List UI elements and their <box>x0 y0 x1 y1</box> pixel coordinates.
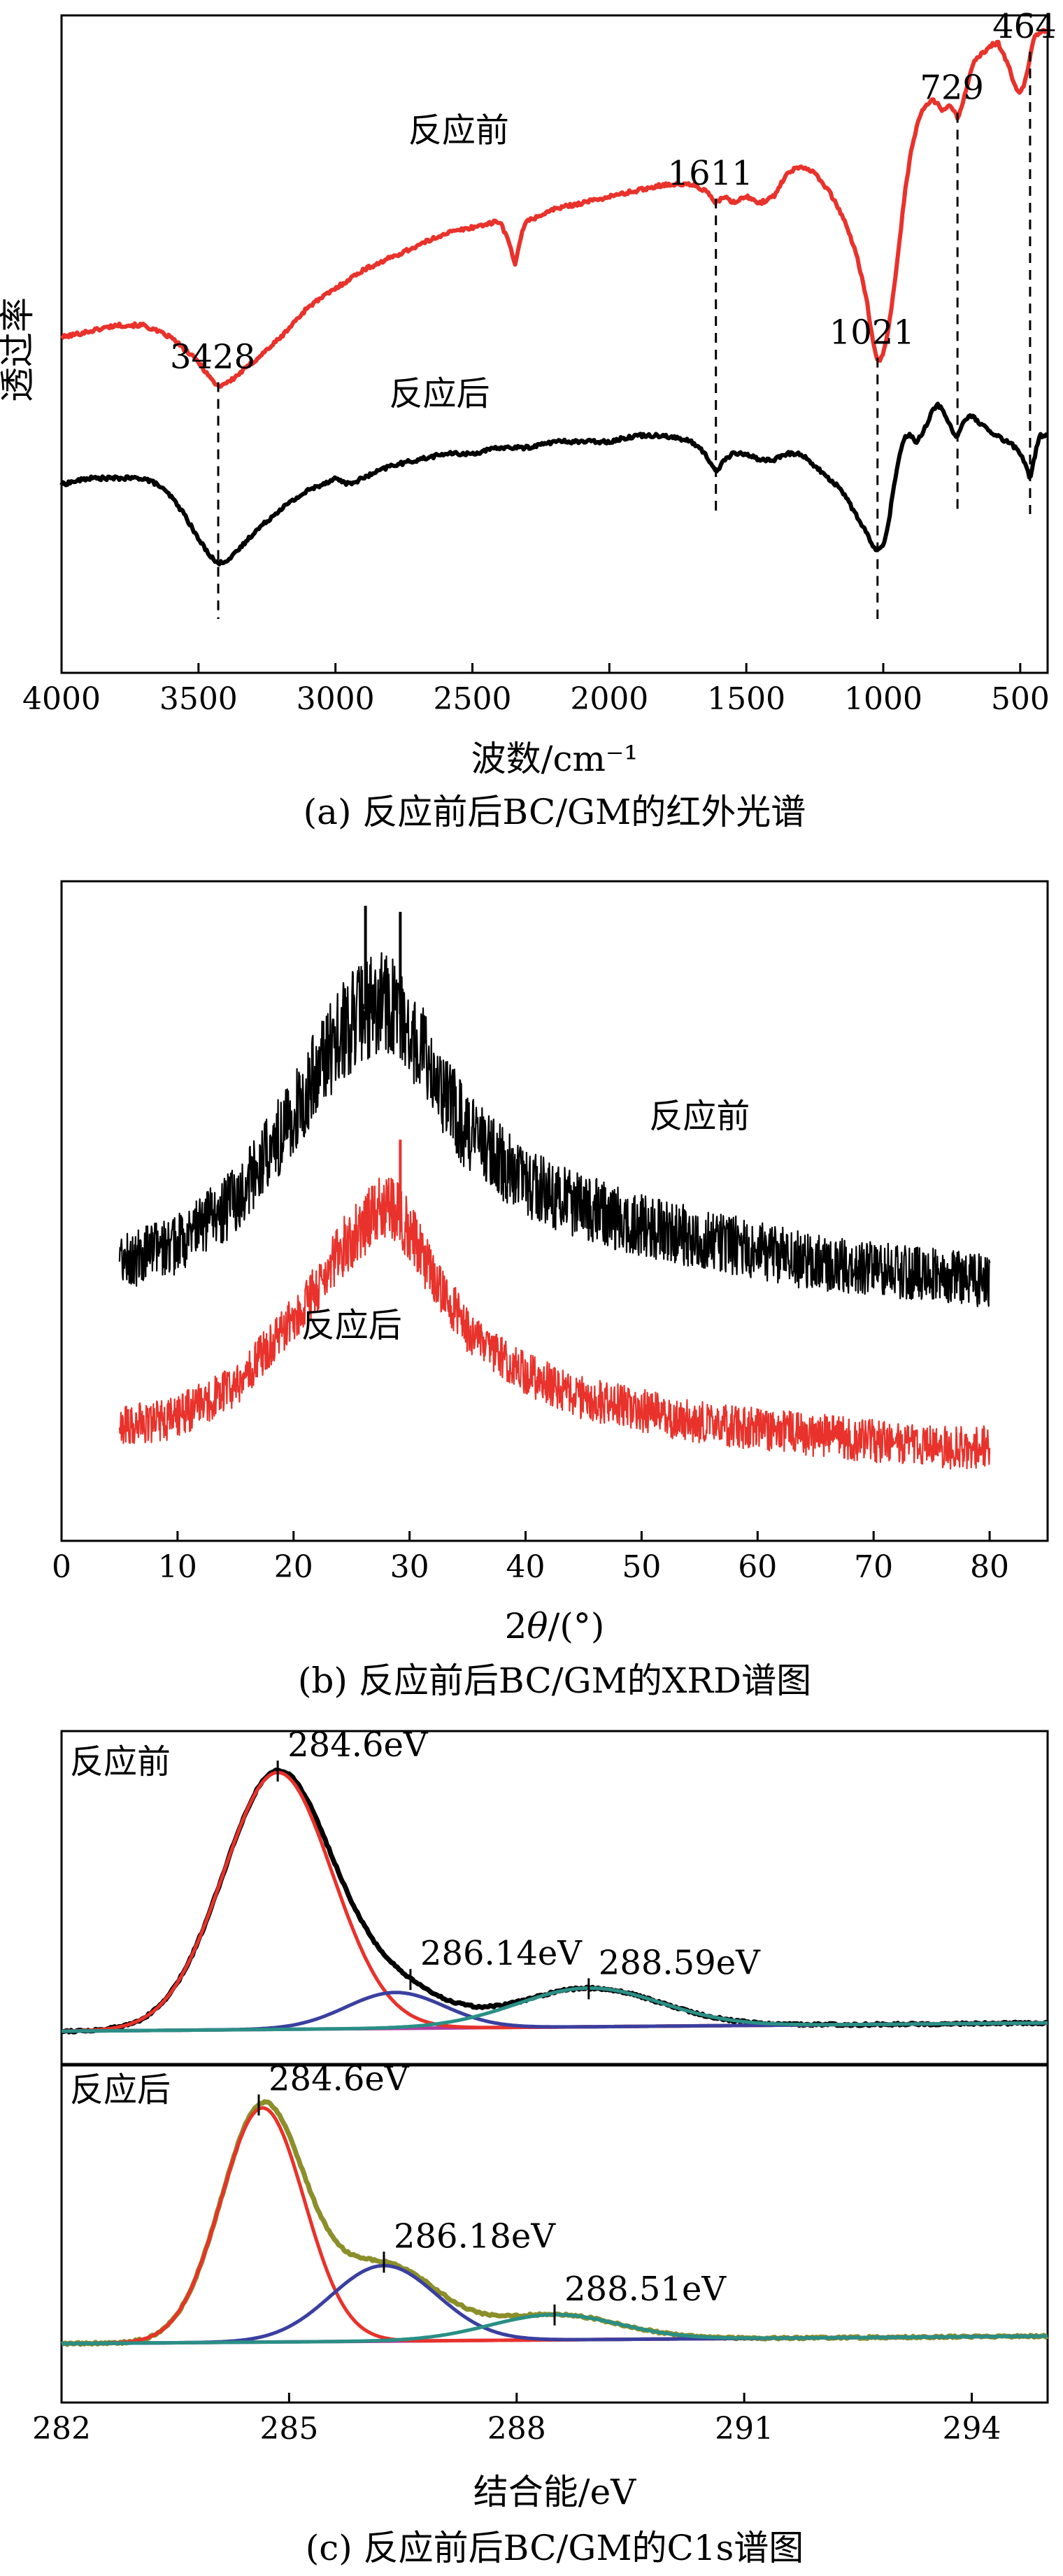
panel-a-frame <box>60 14 1049 674</box>
panel-c-xtick-label: 288 <box>487 2411 546 2447</box>
panel-c-xtick-label: 294 <box>943 2411 1001 2447</box>
xps-peak-label: 284.6eV <box>287 1725 429 1765</box>
panel-b-xlabel: 2θ/(°) <box>505 1606 605 1646</box>
ir-peak-label: 1611 <box>668 154 753 193</box>
panel-a-xtick-label: 3500 <box>159 681 238 717</box>
panel-a-ir-spectrum: 透过率 波数/cm⁻¹ (a) 反应前后BC/GM的红外光谱 4000 3500 3… <box>0 7 1057 832</box>
panel-c-xlabel: 结合能/eV <box>473 2472 636 2512</box>
xps-peak-label: 286.18eV <box>394 2216 556 2256</box>
panel-a-xlabel: 波数/cm⁻¹ <box>471 739 638 779</box>
ir-series-line-1 <box>59 401 1049 567</box>
xps-subplot-title: 反应后 <box>70 2070 171 2109</box>
ir-peak-label: 3428 <box>170 338 255 377</box>
panel-b-xtick-label: 80 <box>970 1549 1009 1585</box>
panel-b-xtick-label: 30 <box>390 1549 429 1585</box>
panel-a-xtick-label: 3000 <box>297 681 375 717</box>
xps-peak-label: 288.51eV <box>564 2270 727 2309</box>
panel-c-xtick-label: 282 <box>32 2411 91 2447</box>
panel-c-xtick-label: 285 <box>259 2411 318 2447</box>
panel-b-xtick-label: 60 <box>738 1549 777 1585</box>
panel-b-xtick-label: 50 <box>622 1549 661 1585</box>
xps-component-line <box>62 1986 1048 2033</box>
ir-series-line-0 <box>60 27 1048 389</box>
panel-b-xtick-label: 40 <box>506 1549 545 1585</box>
panel-a-xtick-label: 4000 <box>22 681 101 717</box>
panel-a-ylabel: 透过率 <box>0 297 38 402</box>
panel-a-xtick-label: 500 <box>991 681 1050 717</box>
panel-c-frame <box>60 1730 1049 2404</box>
xrd-series-annotation: 反应前 <box>649 1097 750 1136</box>
panel-a-xtick-label: 1000 <box>844 681 922 717</box>
xps-peak-label: 288.59eV <box>599 1943 761 1982</box>
ir-peak-label: 464 <box>992 7 1057 46</box>
panel-a-xtick-label: 2000 <box>570 681 648 717</box>
ir-peak-label: 1021 <box>829 313 915 353</box>
panel-b-xtick-label: 20 <box>274 1549 313 1585</box>
panel-b-xrd-pattern: 2θ/(°) (b) 反应前后BC/GM的XRD谱图 0 10 20 30 40 50 60… <box>52 880 1049 1701</box>
panel-c-caption: (c) 反应前后BC/GM的C1s谱图 <box>306 2528 804 2568</box>
panel-b-frame <box>60 880 1049 1542</box>
xps-subplot-title: 反应前 <box>70 1742 171 1781</box>
ir-series-annotation: 反应后 <box>389 374 490 413</box>
panel-b-xtick-label: 10 <box>158 1549 197 1585</box>
xrd-series-annotation: 反应后 <box>301 1306 402 1345</box>
panel-b-xtick-label: 0 <box>52 1549 71 1585</box>
panel-a-xtick-label: 2500 <box>434 681 512 717</box>
ir-peak-label: 729 <box>920 69 984 108</box>
xrd-series-line-0 <box>118 952 991 1307</box>
xrd-series-line-1 <box>118 1177 991 1470</box>
xps-peak-label: 284.6eV <box>269 2060 410 2099</box>
panel-c-c1s-spectrum: 结合能/eV (c) 反应前后BC/GM的C1s谱图 282 285 288 291 2… <box>32 1725 1049 2568</box>
panel-c-xtick-label: 291 <box>715 2411 773 2447</box>
panel-a-caption: (a) 反应前后BC/GM的红外光谱 <box>304 792 806 832</box>
ir-series-annotation: 反应前 <box>408 111 509 150</box>
panel-b-xtick-label: 70 <box>854 1549 893 1585</box>
panel-a-xtick-label: 1500 <box>707 681 785 717</box>
xps-peak-label: 286.14eV <box>420 1934 583 1973</box>
panel-b-caption: (b) 反应前后BC/GM的XRD谱图 <box>298 1660 811 1701</box>
